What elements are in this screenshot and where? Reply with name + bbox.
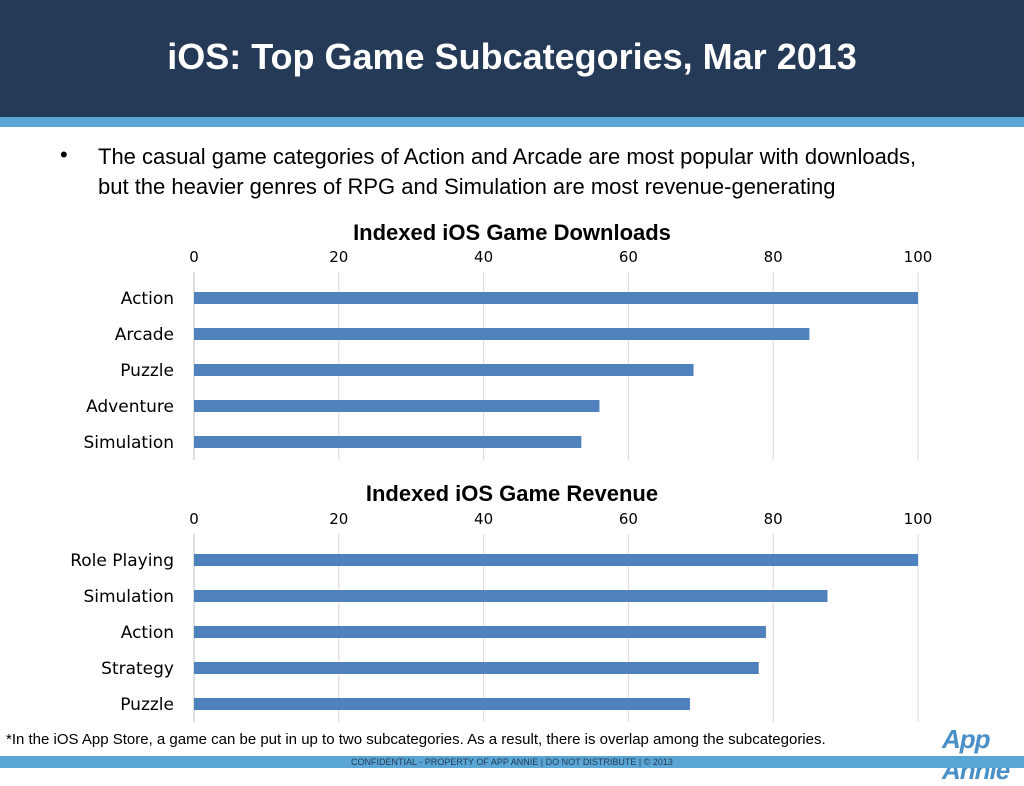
slide-title: iOS: Top Game Subcategories, Mar 2013 — [167, 36, 857, 77]
bullet-icon: • — [60, 142, 68, 167]
downloads-chart-title: Indexed iOS Game Downloads — [353, 220, 671, 245]
x-tick-label: 0 — [189, 248, 199, 266]
bar-puzzle — [194, 698, 690, 710]
category-label: Adventure — [86, 397, 174, 417]
revenue-chart-title: Indexed iOS Game Revenue — [365, 481, 659, 506]
category-label: Action — [121, 289, 174, 309]
x-tick-label: 60 — [619, 510, 638, 528]
bar-action — [194, 292, 918, 304]
bar-puzzle — [194, 364, 694, 376]
footer-text: CONFIDENTIAL - PROPERTY OF APP ANNIE | D… — [351, 757, 673, 767]
bar-simulation — [194, 590, 828, 602]
category-label: Puzzle — [120, 695, 174, 715]
revenue-chart: 0 20 40 60 80 100 Role Playing Simulation Action… — [70, 510, 933, 722]
category-label: Action — [121, 623, 174, 643]
bar-adventure — [194, 400, 600, 412]
bar-role-playing — [194, 554, 918, 566]
category-label: Puzzle — [120, 361, 174, 381]
x-tick-label: 60 — [619, 248, 638, 266]
x-tick-label: 80 — [764, 248, 783, 266]
bar-arcade — [194, 328, 810, 340]
footer-bar — [0, 756, 1024, 768]
x-tick-label: 0 — [189, 510, 199, 528]
category-label: Simulation — [83, 433, 174, 453]
x-tick-label: 100 — [904, 510, 933, 528]
bar-action — [194, 626, 766, 638]
category-label: Arcade — [115, 325, 174, 345]
x-tick-label: 20 — [329, 510, 348, 528]
x-tick-label: 100 — [904, 248, 933, 266]
bar-simulation — [194, 436, 582, 448]
x-tick-label: 40 — [474, 248, 493, 266]
category-label: Role Playing — [70, 551, 174, 571]
category-label: Simulation — [83, 587, 174, 607]
header-bar — [0, 0, 1024, 117]
bar-strategy — [194, 662, 759, 674]
x-tick-label: 40 — [474, 510, 493, 528]
downloads-chart: 0 20 40 60 80 100 Action Arcade Puzzle Adventure S… — [83, 248, 933, 460]
header-accent-stripe — [0, 117, 1024, 127]
category-label: Strategy — [101, 659, 174, 679]
app-annie-logo: App Annie — [942, 724, 1010, 785]
x-tick-label: 20 — [329, 248, 348, 266]
bullet-text: The casual game categories of Action and… — [98, 144, 917, 199]
x-tick-label: 80 — [764, 510, 783, 528]
footnote: *In the iOS App Store, a game can be put… — [6, 731, 826, 748]
